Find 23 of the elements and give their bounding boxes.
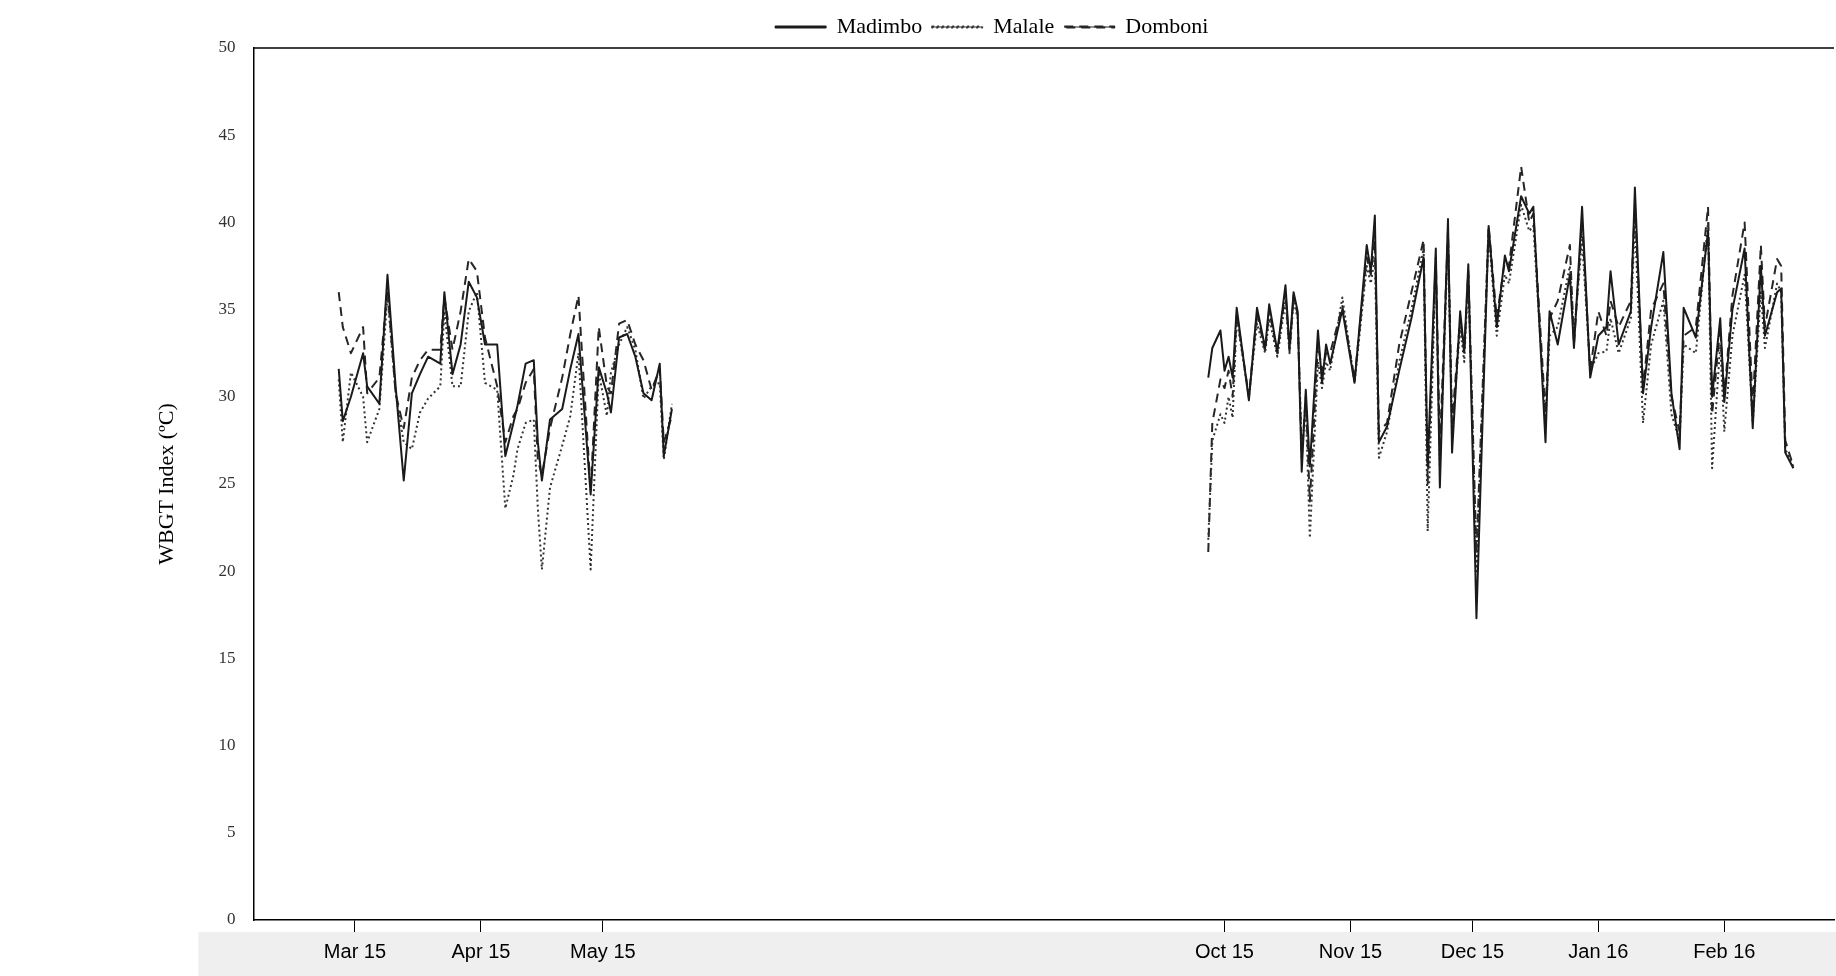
legend-label: Madimbo	[836, 12, 923, 38]
x-tick-label: Oct 15	[1195, 939, 1254, 962]
x-tick-label: Jan 16	[1568, 939, 1629, 962]
y-tick-label: 45	[218, 124, 236, 144]
x-tick-label: Mar 15	[323, 939, 387, 962]
y-tick-label: 35	[218, 299, 236, 319]
legend-label: Malale	[993, 12, 1055, 38]
x-tick-label: Nov 15	[1318, 939, 1383, 962]
x-tick-label: Feb 16	[1693, 939, 1756, 962]
x-tick-label: Dec 15	[1440, 939, 1505, 962]
x-tick-label: May 15	[570, 939, 636, 962]
y-tick-label: 30	[218, 386, 236, 406]
y-tick-label: 5	[226, 822, 236, 842]
y-tick-label: 25	[218, 473, 236, 493]
y-tick-label: 20	[218, 560, 236, 580]
y-tick-label: 40	[218, 211, 236, 231]
y-tick-label: 50	[218, 37, 236, 57]
x-tick-label: Apr 15	[451, 939, 511, 962]
y-axis-title: WBGT Index (ºC)	[152, 403, 178, 565]
legend-label: Domboni	[1125, 12, 1209, 38]
y-tick-label: 15	[218, 647, 236, 667]
y-tick-label: 0	[226, 909, 236, 929]
y-tick-label: 10	[218, 735, 236, 755]
